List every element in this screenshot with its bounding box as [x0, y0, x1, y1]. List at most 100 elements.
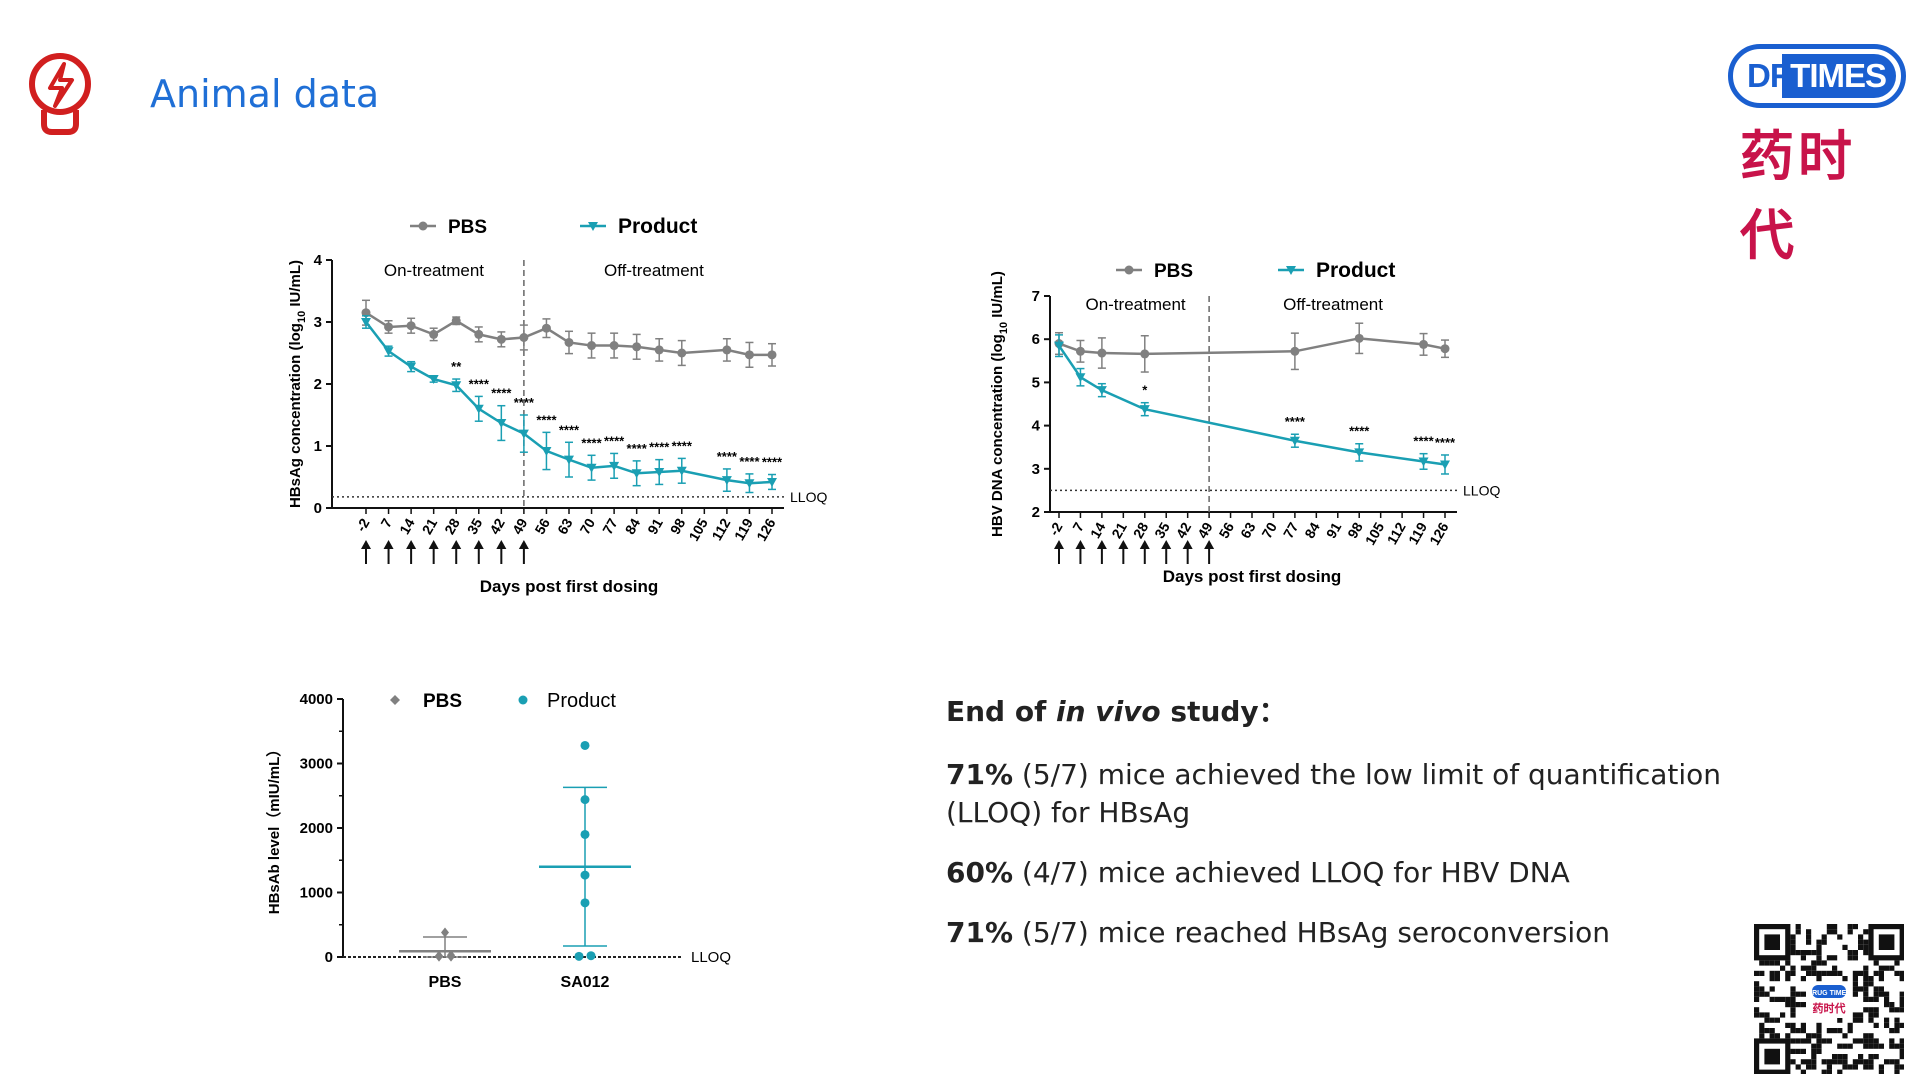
- qr-module: [1826, 1069, 1832, 1074]
- qr-module: [1790, 1012, 1796, 1018]
- qr-module: [1878, 1069, 1884, 1074]
- product-data-point: [496, 419, 507, 429]
- x-tick-label: 21: [1108, 519, 1130, 541]
- qr-module: [1847, 950, 1853, 956]
- qr-module: [1769, 970, 1775, 976]
- qr-module: [1884, 1017, 1890, 1023]
- qr-module: [1774, 1033, 1780, 1039]
- qr-module: [1821, 939, 1827, 945]
- qr-module: [1842, 1054, 1848, 1060]
- qr-module: [1868, 1007, 1874, 1013]
- qr-module: [1785, 1033, 1791, 1039]
- qr-module: [1754, 1007, 1760, 1013]
- qr-code[interactable]: DRUG TIMES 药时代: [1752, 922, 1904, 1074]
- legend-product-label: Product: [547, 690, 616, 712]
- legend-product-marker: [518, 695, 528, 705]
- qr-module: [1832, 1059, 1838, 1065]
- qr-module: [1800, 955, 1806, 961]
- significance-label: **: [451, 359, 462, 374]
- qr-module: [1868, 1043, 1874, 1049]
- qr-module: [1837, 1028, 1843, 1034]
- qr-module: [1899, 1064, 1904, 1070]
- qr-module: [1873, 1012, 1879, 1018]
- qr-module: [1800, 950, 1806, 956]
- logo-pill: DRUG TIMES: [1728, 44, 1906, 108]
- qr-module: [1769, 960, 1775, 966]
- product-data-point: [1289, 436, 1300, 446]
- qr-module: [1774, 976, 1780, 982]
- dosing-arrow-head: [1204, 540, 1215, 549]
- qr-module: [1842, 1043, 1848, 1049]
- significance-label: ****: [762, 455, 783, 470]
- qr-module: [1889, 1038, 1895, 1044]
- y-tick-label: 3: [1032, 461, 1040, 478]
- dosing-arrow-head: [473, 540, 484, 549]
- qr-module: [1868, 1017, 1874, 1023]
- lightbulb-icon: [29, 53, 91, 135]
- x-tick-label: 42: [486, 515, 508, 537]
- dosing-arrow-head: [1161, 540, 1172, 549]
- qr-module: [1878, 970, 1884, 976]
- y-tick-label: 3: [314, 314, 322, 331]
- qr-module: [1790, 1038, 1796, 1044]
- qr-module: [1790, 996, 1796, 1002]
- x-tick-label: 7: [377, 515, 395, 530]
- qr-module: [1816, 1033, 1822, 1039]
- product-data-point: [744, 479, 755, 489]
- summary-text: (4/7) mice achieved LLOQ for HBV DNA: [1013, 856, 1570, 889]
- qr-module: [1795, 991, 1801, 997]
- y-axis-label: HBV DNA concentration (log10 IU/mL): [989, 271, 1010, 537]
- x-tick-label: 98: [667, 515, 689, 537]
- qr-module: [1769, 996, 1775, 1002]
- qr-module: [1873, 1022, 1879, 1028]
- summary-item-seroconversion: 71% (5/7) mice reached HBsAg seroconvers…: [946, 914, 1826, 952]
- lloq-label: LLOQ: [691, 949, 731, 966]
- qr-finder-inner: [1764, 934, 1780, 950]
- qr-module: [1769, 986, 1775, 992]
- qr-module: [1899, 1054, 1904, 1060]
- product-data-point: [580, 829, 590, 839]
- x-axis-label: Days post first dosing: [1163, 567, 1342, 586]
- qr-module: [1863, 1043, 1869, 1049]
- qr-module: [1847, 1028, 1853, 1034]
- qr-module: [1863, 976, 1869, 982]
- y-tick-label: 2000: [300, 820, 333, 837]
- qr-module: [1806, 950, 1812, 956]
- legend-product-marker: [1286, 266, 1296, 275]
- qr-module: [1894, 1007, 1900, 1013]
- summary-heading-suffix: study：: [1160, 695, 1287, 728]
- qr-module: [1759, 986, 1765, 992]
- product-data-point: [1354, 448, 1365, 458]
- qr-badge-text-en: DRUG TIMES: [1807, 990, 1851, 997]
- qr-module: [1795, 950, 1801, 956]
- qr-module: [1873, 970, 1879, 976]
- product-data-point: [1139, 405, 1150, 415]
- qr-module: [1764, 991, 1770, 997]
- pbs-data-point: [609, 341, 619, 351]
- y-tick-label: 1: [314, 438, 322, 455]
- pbs-data-point: [541, 323, 551, 333]
- qr-module: [1790, 986, 1796, 992]
- y-tick-label: 5: [1032, 374, 1040, 391]
- product-data-point: [574, 951, 584, 961]
- qr-module: [1811, 1043, 1817, 1049]
- qr-module: [1795, 1002, 1801, 1008]
- x-tick-label: 84: [622, 515, 644, 537]
- significance-label: ****: [649, 440, 670, 455]
- qr-module: [1764, 1017, 1770, 1023]
- product-data-point: [1096, 386, 1107, 396]
- qr-module: [1795, 924, 1801, 930]
- qr-module: [1816, 1038, 1822, 1044]
- dosing-arrow-head: [1118, 540, 1129, 549]
- pbs-data-point: [519, 333, 529, 342]
- product-data-point: [361, 318, 371, 327]
- dosing-arrow-head: [383, 540, 394, 549]
- qr-module: [1821, 1059, 1827, 1065]
- summary-text: (5/7) mice reached HBsAg seroconversion: [1013, 916, 1610, 949]
- qr-module: [1790, 944, 1796, 950]
- qr-module: [1826, 1059, 1832, 1065]
- qr-module: [1899, 1022, 1904, 1028]
- qr-module: [1800, 1038, 1806, 1044]
- x-tick-label: 105: [1362, 519, 1388, 547]
- significance-label: ****: [469, 376, 490, 391]
